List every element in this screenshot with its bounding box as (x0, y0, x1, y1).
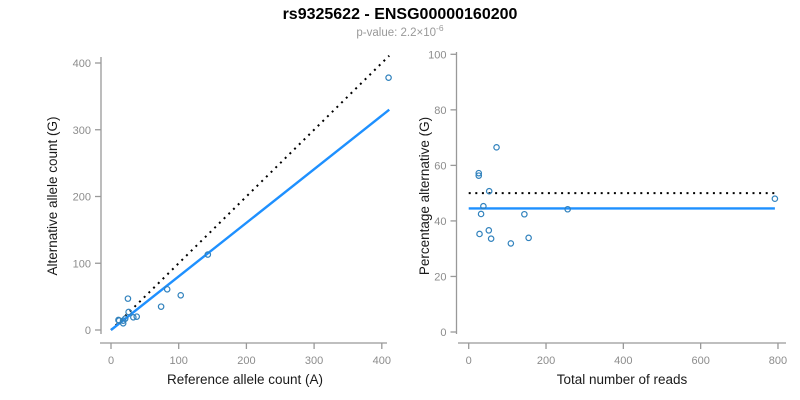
right-y-axis-title: Percentage alternative (G) (417, 117, 432, 275)
data-point (121, 315, 129, 322)
data-point (480, 202, 487, 210)
y-tick-label: 300 (73, 125, 91, 137)
left-y-axis-title: Alternative allele count (G) (45, 116, 60, 275)
data-point (133, 313, 141, 320)
y-tick-label: 40 (434, 216, 446, 228)
x-tick-label: 0 (108, 355, 114, 367)
data-point (124, 295, 132, 302)
y-tick-label: 60 (434, 160, 446, 172)
data-point (477, 210, 485, 218)
y-tick-label: 200 (73, 192, 91, 204)
data-point (493, 144, 500, 151)
data-point (525, 234, 532, 242)
data-point (130, 314, 137, 321)
data-point (485, 187, 493, 195)
data-point (177, 291, 185, 299)
data-point (475, 172, 483, 179)
percentage-reads-chart: 0 20 40 60 80 100 0 200 400 600 800 (428, 49, 787, 367)
data-point (125, 308, 132, 316)
allele-count-chart: 0 100 200 300 400 0 100 200 300 400 (73, 54, 392, 367)
x-tick-label: 800 (769, 355, 787, 367)
y-tick-label: 400 (73, 58, 91, 70)
right-x-axis-title: Total number of reads (557, 372, 688, 387)
data-point (204, 251, 212, 258)
x-tick-label: 100 (170, 355, 188, 367)
x-tick-label: 200 (237, 355, 255, 367)
figure-title: rs9325622 - ENSG00000160200 (283, 6, 518, 23)
data-point (564, 205, 571, 213)
y-tick-label: 100 (428, 49, 446, 61)
fitted-ratio-line (110, 108, 390, 331)
y-tick-label: 0 (440, 327, 446, 339)
x-tick-label: 600 (691, 355, 709, 367)
data-point (476, 230, 483, 238)
data-point (157, 303, 165, 310)
data-point (507, 240, 515, 247)
x-tick-label: 0 (466, 355, 472, 367)
data-point (385, 74, 392, 81)
pvalue-exponent: -6 (436, 23, 444, 33)
x-tick-label: 300 (305, 355, 323, 367)
figure-subtitle: p-value: 2.2×10-6 (356, 23, 443, 39)
data-point (485, 227, 493, 234)
y-tick-label: 0 (85, 325, 91, 337)
x-tick-label: 400 (373, 355, 391, 367)
pvalue-text: p-value: 2.2×10 (356, 27, 436, 39)
data-point (487, 235, 495, 242)
data-point (521, 210, 528, 218)
data-point (475, 169, 483, 177)
expected-1-to-1-line (110, 54, 390, 331)
x-tick-label: 400 (614, 355, 632, 367)
y-tick-label: 20 (434, 271, 446, 283)
left-x-axis-title: Reference allele count (A) (167, 372, 323, 387)
data-point (771, 195, 779, 203)
data-point (163, 285, 171, 293)
x-tick-label: 200 (537, 355, 555, 367)
y-tick-label: 100 (73, 258, 91, 270)
y-tick-label: 80 (434, 105, 446, 117)
